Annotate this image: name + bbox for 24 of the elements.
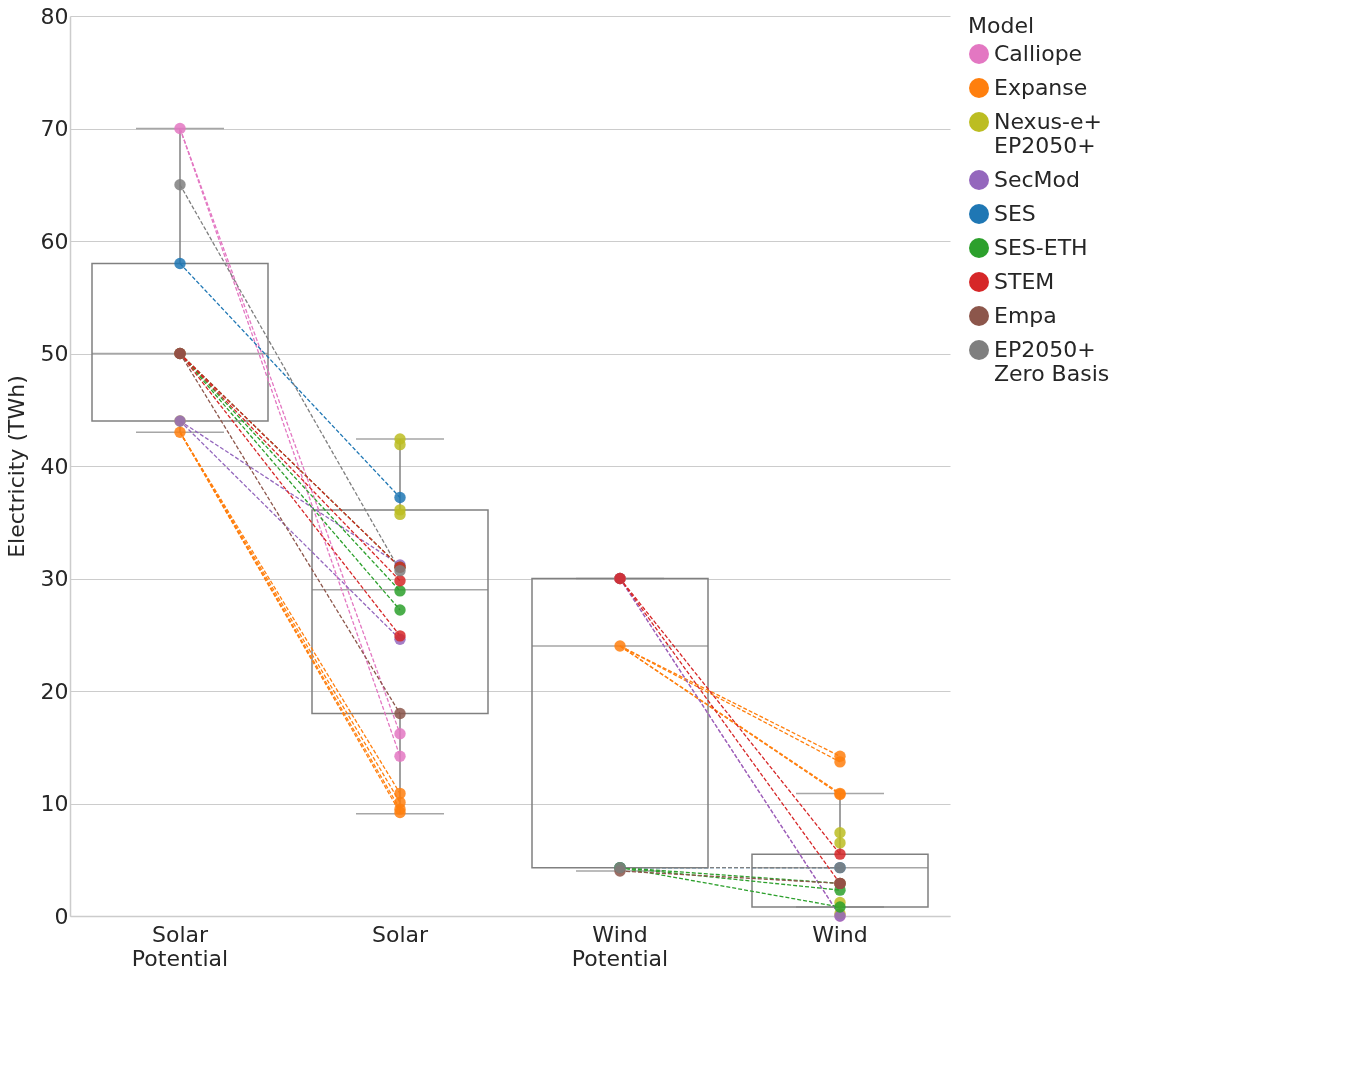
legend-label: Calliope bbox=[994, 41, 1083, 66]
legend-label: Nexus-e+ EP2050+ bbox=[994, 109, 1102, 158]
y-tick-label: 10 bbox=[40, 791, 69, 816]
x-tick-label: Wind bbox=[812, 921, 868, 947]
x-tick-label: Solar Potential bbox=[131, 921, 229, 971]
x-tick-label: Wind Potential bbox=[571, 921, 669, 971]
legend-title: Model bbox=[968, 13, 1035, 38]
y-tick-label: 70 bbox=[40, 116, 69, 141]
x-tick-label: Solar bbox=[371, 921, 429, 947]
y-tick-label: 50 bbox=[40, 341, 69, 366]
y-tick-label: 60 bbox=[40, 228, 69, 254]
legend-label: Empa bbox=[994, 303, 1057, 328]
legend-label: SES bbox=[994, 201, 1036, 226]
y-tick-label: 40 bbox=[40, 453, 69, 479]
y-tick-label: 80 bbox=[40, 3, 69, 29]
y-axis-title: Electricity (TWh) bbox=[3, 375, 29, 558]
legend-label: Expanse bbox=[994, 75, 1088, 100]
legend-label: EP2050+ Zero Basis bbox=[994, 337, 1110, 386]
y-tick-label: 0 bbox=[54, 903, 69, 929]
legend-label: SecMod bbox=[994, 167, 1081, 192]
y-tick-label: 30 bbox=[40, 566, 69, 591]
legend-label: SES-ETH bbox=[994, 235, 1088, 260]
y-tick-label: 20 bbox=[40, 678, 69, 704]
legend-label: STEM bbox=[994, 269, 1055, 294]
